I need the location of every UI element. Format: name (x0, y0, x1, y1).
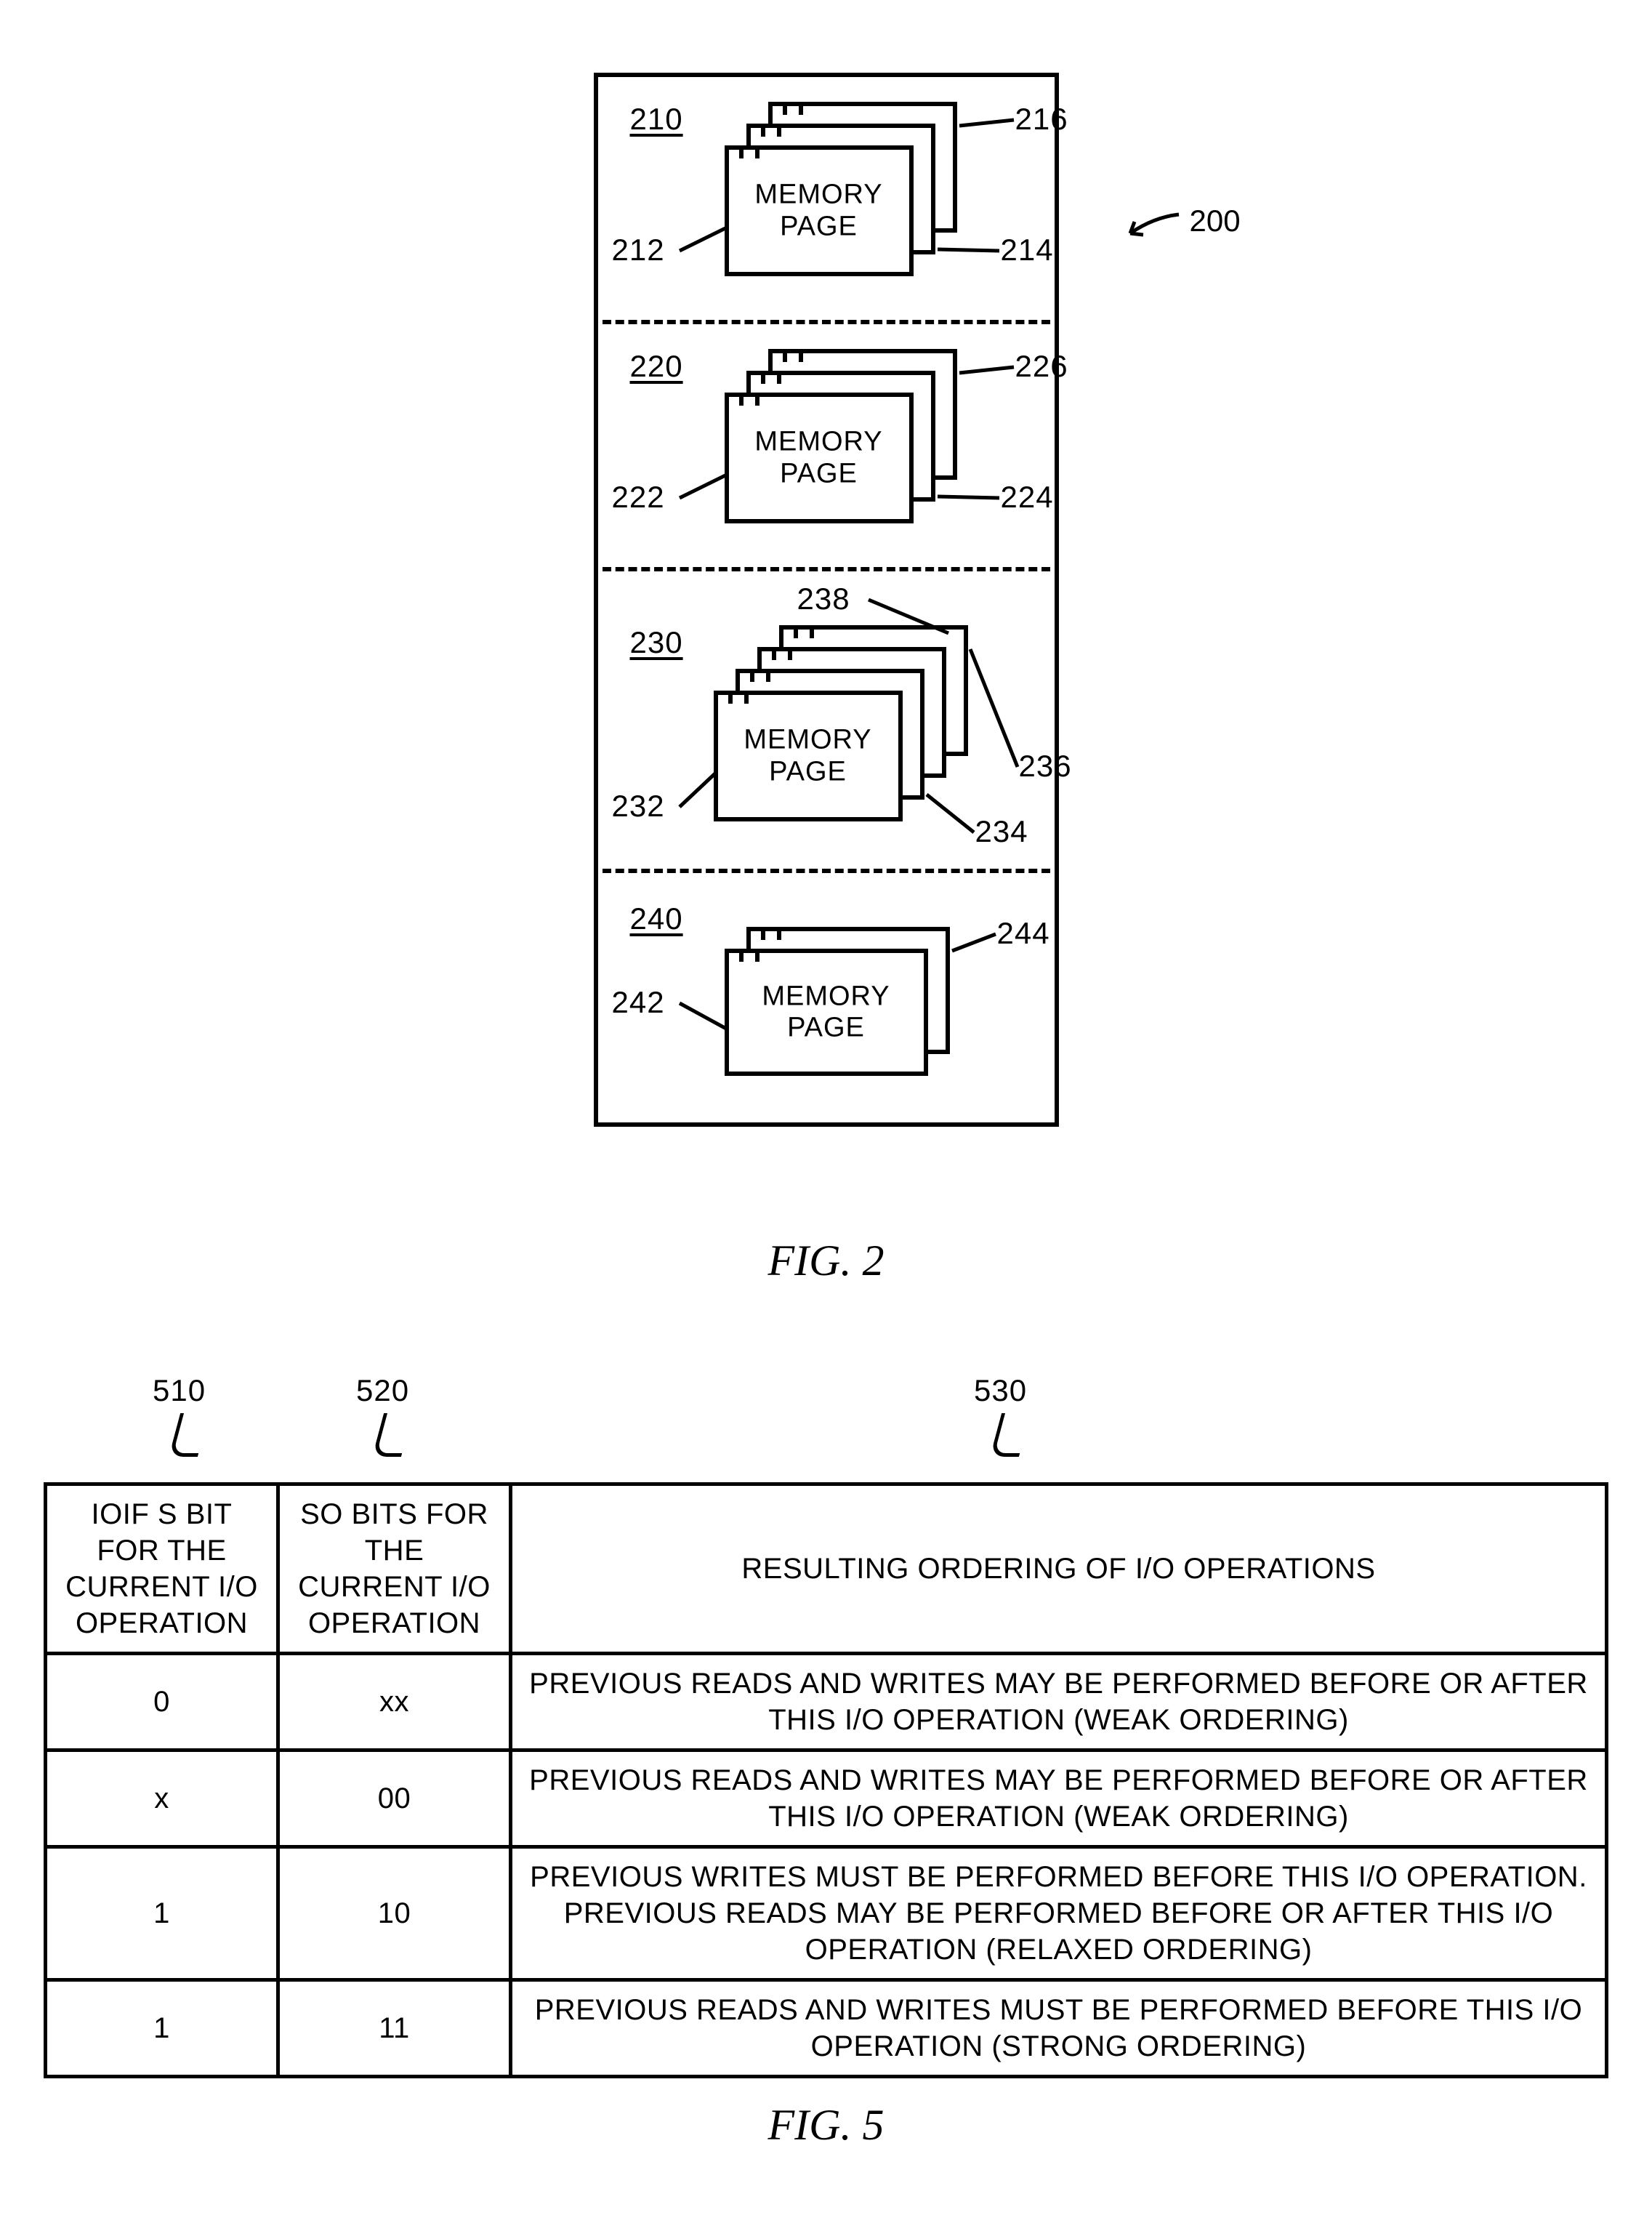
fig2-ref-number: 240 (630, 901, 683, 936)
fig5-cell: 1 (46, 1847, 278, 1980)
table-row: 0xxPREVIOUS READS AND WRITES MAY BE PERF… (46, 1654, 1607, 1750)
fig2-ref-number: 224 (1001, 480, 1054, 515)
card-notch-icon (772, 647, 792, 660)
card-notch-icon (783, 102, 803, 115)
fig5-header-3: RESULTING ORDERING OF I/O OPERATIONS (511, 1484, 1607, 1654)
memory-page-label: MEMORYPAGE (729, 179, 909, 242)
fig2-ref-number: 212 (612, 233, 665, 268)
fig2-ref-number: 232 (612, 789, 665, 824)
fig2-divider (603, 869, 1050, 873)
memory-page-card: MEMORYPAGE (725, 145, 914, 276)
memory-page-card: MEMORYPAGE (714, 691, 903, 821)
fig5-ref-leader (372, 1413, 413, 1457)
memory-page-card: MEMORYPAGE (725, 393, 914, 523)
card-notch-icon (750, 669, 770, 682)
figure-5: 510 520 530 IOIF S BIT FOR THE CURRENT I/O… (44, 1373, 1608, 2150)
fig5-cell: 00 (278, 1750, 511, 1847)
fig5-column-refs: 510 520 530 (44, 1373, 1608, 1482)
fig5-header-2: SO BITS FOR THE CURRENT I/O OPERATION (278, 1484, 511, 1654)
card-notch-icon (761, 371, 781, 384)
fig2-ref-number: 214 (1001, 233, 1054, 268)
fig5-cell: PREVIOUS READS AND WRITES MUST BE PERFOR… (511, 1980, 1607, 2077)
fig5-cell: PREVIOUS WRITES MUST BE PERFORMED BEFORE… (511, 1847, 1607, 1980)
fig2-leader (935, 494, 1002, 500)
table-row: 110PREVIOUS WRITES MUST BE PERFORMED BEF… (46, 1847, 1607, 1980)
fig5-table: IOIF S BIT FOR THE CURRENT I/O OPERATION… (44, 1482, 1608, 2078)
fig5-col-ref: 510 (153, 1373, 206, 1408)
fig5-ref-leader (990, 1413, 1031, 1457)
table-row: 111PREVIOUS READS AND WRITES MUST BE PER… (46, 1980, 1607, 2077)
fig2-leader (935, 247, 1002, 253)
memory-page-label: MEMORYPAGE (729, 426, 909, 489)
fig2-leader (866, 598, 951, 635)
fig2-caption: FIG. 2 (44, 1236, 1608, 1286)
fig2-ref-number: 210 (630, 102, 683, 137)
fig2-leader (677, 225, 729, 253)
fig2-ref-number: 244 (997, 916, 1050, 951)
fig2-leader (968, 647, 1020, 769)
memory-page-card: MEMORYPAGE (725, 949, 928, 1076)
fig5-caption: FIG. 5 (44, 2100, 1608, 2150)
fig5-cell: x (46, 1750, 278, 1847)
fig5-cell: PREVIOUS READS AND WRITES MAY BE PERFORM… (511, 1654, 1607, 1750)
fig2-leader (677, 771, 718, 809)
fig5-cell: 10 (278, 1847, 511, 1980)
fig5-header-row: IOIF S BIT FOR THE CURRENT I/O OPERATION… (46, 1484, 1607, 1654)
card-notch-icon (794, 625, 814, 638)
memory-page-label: MEMORYPAGE (718, 724, 898, 787)
fig2-ref-number: 222 (612, 480, 665, 515)
card-notch-icon (739, 145, 759, 158)
fig2-leader (924, 792, 976, 835)
fig2-ref-number: 216 (1015, 102, 1068, 137)
fig2-ref-number: 234 (975, 814, 1028, 849)
card-notch-icon (783, 349, 803, 362)
fig2-ref-200: 200 (1124, 204, 1241, 238)
fig2-divider (603, 567, 1050, 571)
card-notch-icon (761, 124, 781, 137)
fig2-leader (957, 118, 1016, 128)
fig5-col-ref: 530 (974, 1373, 1027, 1408)
fig2-ref-number: 230 (630, 625, 683, 660)
fig2-leader (677, 1001, 729, 1032)
card-notch-icon (728, 691, 749, 704)
figure-2: MEMORYPAGE 210 212 214 216 MEMORYPAGE 220 222 22… (318, 73, 1335, 1207)
fig5-cell: PREVIOUS READS AND WRITES MAY BE PERFORM… (511, 1750, 1607, 1847)
card-notch-icon (739, 393, 759, 406)
table-row: x00PREVIOUS READS AND WRITES MAY BE PERF… (46, 1750, 1607, 1847)
fig5-col-ref: 520 (356, 1373, 409, 1408)
card-notch-icon (761, 927, 781, 940)
fig5-cell: 1 (46, 1980, 278, 2077)
fig5-ref-leader (169, 1413, 209, 1457)
memory-page-label: MEMORYPAGE (729, 981, 924, 1044)
fig5-cell: 0 (46, 1654, 278, 1750)
card-notch-icon (739, 949, 759, 962)
fig5-cell: 11 (278, 1980, 511, 2077)
fig2-ref-number: 242 (612, 985, 665, 1020)
fig2-divider (603, 320, 1050, 324)
fig2-ref-number: 238 (797, 582, 850, 616)
fig2-ref-number: 220 (630, 349, 683, 384)
fig5-cell: xx (278, 1654, 511, 1750)
fig2-ref-number: 236 (1019, 749, 1072, 784)
fig5-header-1: IOIF S BIT FOR THE CURRENT I/O OPERATION (46, 1484, 278, 1654)
fig2-leader (957, 365, 1016, 375)
fig2-leader (950, 932, 998, 953)
fig2-leader (677, 473, 729, 500)
fig2-ref-number: 226 (1015, 349, 1068, 384)
